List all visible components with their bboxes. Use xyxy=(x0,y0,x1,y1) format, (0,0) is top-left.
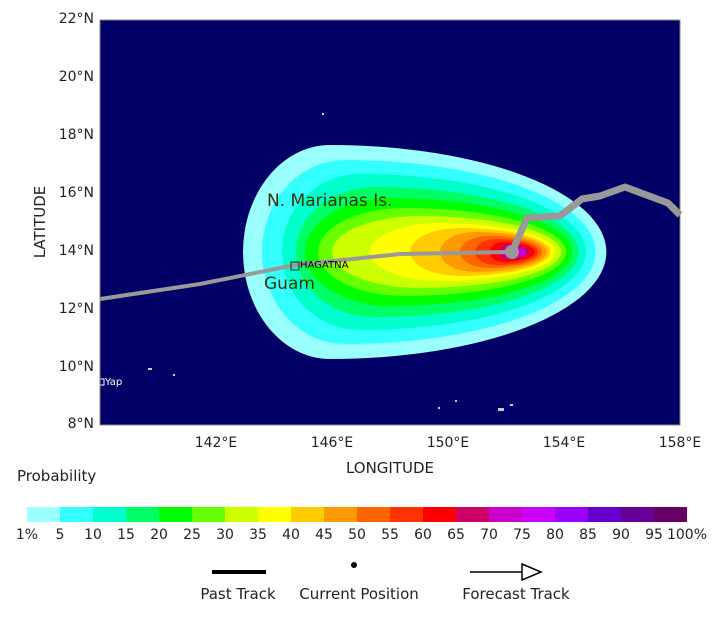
island xyxy=(322,113,324,115)
x-tick: 142°E xyxy=(194,435,238,451)
hagatna-label: HAGATNA xyxy=(300,260,349,271)
colorbar-swatch xyxy=(489,507,522,522)
colorbar-swatch xyxy=(258,507,291,522)
y-tick: 12°N xyxy=(58,301,94,317)
colorbar-swatch xyxy=(27,507,60,522)
colorbar-swatch xyxy=(192,507,225,522)
colorbar-label: 80 xyxy=(546,527,564,543)
colorbar-label: 85 xyxy=(579,527,597,543)
x-tick: 154°E xyxy=(542,435,586,451)
colorbar-swatch xyxy=(423,507,456,522)
colorbar-swatch xyxy=(555,507,588,522)
colorbar-label: 75 xyxy=(513,527,531,543)
y-tick: 22°N xyxy=(58,11,94,27)
legend-title: Probability xyxy=(17,467,97,485)
colorbar-swatch xyxy=(654,507,687,522)
x-tick: 150°E xyxy=(426,435,470,451)
yap-label: Yap xyxy=(105,377,123,388)
colorbar-label: 20 xyxy=(150,527,168,543)
y-tick: 14°N xyxy=(58,243,94,259)
yap-marker xyxy=(97,378,105,386)
y-tick: 16°N xyxy=(58,185,94,201)
current-position-marker xyxy=(505,245,519,259)
island xyxy=(438,407,440,409)
colorbar-label: 90 xyxy=(612,527,630,543)
colorbar-swatch xyxy=(324,507,357,522)
colorbar-label: 1% xyxy=(15,527,39,543)
probability-contours xyxy=(243,145,607,359)
hagatna-marker xyxy=(290,261,300,271)
y-tick: 8°N xyxy=(67,416,94,432)
colorbar-swatch xyxy=(126,507,159,522)
colorbar-label: 10 xyxy=(84,527,102,543)
island xyxy=(173,374,175,376)
y-tick: 18°N xyxy=(58,127,94,143)
colorbar-label: 40 xyxy=(282,527,300,543)
colorbar-swatch xyxy=(522,507,555,522)
current-position-legend-icon xyxy=(351,562,357,568)
colorbar-label: 5 xyxy=(55,527,65,543)
colorbar-swatch xyxy=(357,507,390,522)
colorbar xyxy=(27,507,687,522)
y-tick: 20°N xyxy=(58,69,94,85)
y-axis-label: LATITUDE xyxy=(31,185,49,259)
island xyxy=(498,408,504,411)
guam-label: Guam xyxy=(264,274,315,294)
colorbar-swatch xyxy=(225,507,258,522)
colorbar-label: 65 xyxy=(447,527,465,543)
colorbar-swatch xyxy=(588,507,621,522)
colorbar-swatch xyxy=(456,507,489,522)
colorbar-swatch xyxy=(60,507,93,522)
colorbar-swatch xyxy=(621,507,654,522)
map-frame xyxy=(99,19,681,426)
colorbar-label: 25 xyxy=(183,527,201,543)
islands xyxy=(148,113,513,411)
colorbar-label: 100% xyxy=(666,527,708,543)
colorbar-label: 50 xyxy=(348,527,366,543)
colorbar-label: 45 xyxy=(315,527,333,543)
colorbar-label: 95 xyxy=(645,527,663,543)
colorbar-swatch xyxy=(93,507,126,522)
island xyxy=(455,400,457,402)
forecast-track-line xyxy=(508,183,683,254)
island xyxy=(148,368,152,370)
y-tick: 10°N xyxy=(58,359,94,375)
forecast-track-legend-label: Forecast Track xyxy=(462,585,570,603)
colorbar-label: 60 xyxy=(414,527,432,543)
colorbar-swatch xyxy=(390,507,423,522)
marianas-label: N. Marianas Is. xyxy=(267,191,393,211)
colorbar-swatch xyxy=(291,507,324,522)
colorbar-label: 30 xyxy=(216,527,234,543)
x-axis-label: LONGITUDE xyxy=(345,459,435,477)
colorbar-label: 15 xyxy=(117,527,135,543)
colorbar-label: 35 xyxy=(249,527,267,543)
x-tick: 146°E xyxy=(310,435,354,451)
forecast-track-legend-icon xyxy=(470,562,543,582)
colorbar-swatch xyxy=(159,507,192,522)
current-position-legend-label: Current Position xyxy=(299,585,419,603)
colorbar-label: 70 xyxy=(480,527,498,543)
island xyxy=(510,404,513,406)
past-track-line xyxy=(99,250,513,301)
colorbar-label: 55 xyxy=(381,527,399,543)
x-tick: 158°E xyxy=(658,435,702,451)
past-track-legend-label: Past Track xyxy=(200,585,276,603)
